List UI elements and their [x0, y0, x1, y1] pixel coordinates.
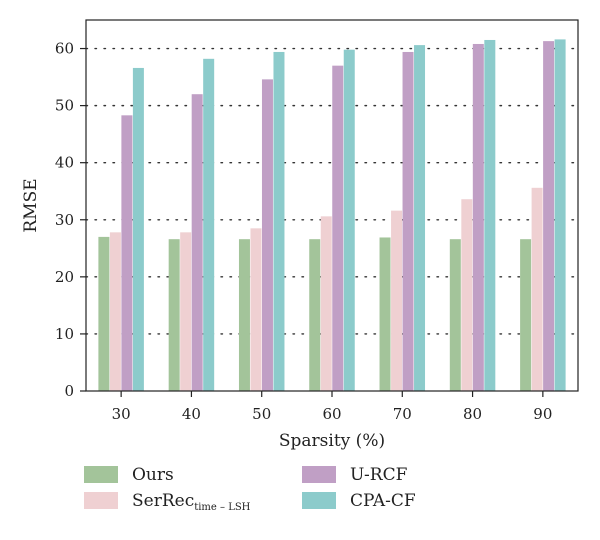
- legend-swatch: [84, 466, 118, 483]
- bar: [132, 67, 144, 392]
- bar: [449, 239, 461, 391]
- bar: [180, 232, 192, 391]
- x-axis-title: Sparsity (%): [279, 431, 385, 451]
- bar: [309, 239, 321, 391]
- y-tick-label: 40: [55, 154, 74, 172]
- x-tick-label: 50: [252, 405, 271, 423]
- bar: [238, 239, 250, 391]
- bar: [320, 216, 332, 391]
- bar: [109, 232, 121, 391]
- bar: [343, 49, 355, 392]
- legend-label: CPA-CF: [350, 491, 416, 511]
- bar: [273, 51, 285, 392]
- x-tick-label: 60: [322, 405, 341, 423]
- bar: [543, 41, 555, 391]
- bar: [261, 79, 273, 392]
- y-tick-label: 20: [55, 268, 74, 286]
- bar: [414, 45, 426, 392]
- bar: [472, 43, 484, 391]
- x-tick-label: 80: [463, 405, 482, 423]
- y-tick-label: 30: [55, 211, 74, 229]
- legend-swatch: [302, 466, 336, 483]
- legend-label: Ours: [132, 465, 174, 485]
- bar: [391, 210, 403, 391]
- y-axis-title: RMSE: [21, 178, 41, 232]
- bar: [250, 228, 262, 391]
- y-tick-label: 60: [55, 40, 74, 58]
- bar: [554, 39, 566, 391]
- y-tick-label: 50: [55, 97, 74, 115]
- bar: [484, 39, 496, 391]
- legend-label: SerRectime – LSH: [132, 491, 251, 513]
- x-tick-label: 40: [182, 405, 201, 423]
- x-tick-label: 70: [393, 405, 412, 423]
- legend-label-subscript: time – LSH: [194, 502, 250, 513]
- bar: [203, 58, 215, 391]
- bar: [98, 236, 110, 391]
- x-tick-label: 30: [112, 405, 131, 423]
- bar: [531, 187, 543, 391]
- bar: [332, 65, 344, 392]
- bar: [402, 51, 414, 392]
- bar: [461, 199, 473, 391]
- legend-swatch: [84, 492, 118, 509]
- bar: [520, 239, 532, 391]
- x-tick-label: 90: [533, 405, 552, 423]
- bar: [121, 115, 133, 392]
- bar: [191, 94, 203, 391]
- legend-swatch: [302, 492, 336, 509]
- y-tick-label: 10: [55, 325, 74, 343]
- y-tick-label: 0: [64, 382, 74, 400]
- bar: [379, 237, 391, 391]
- bar: [168, 239, 180, 391]
- legend-label: U-RCF: [350, 465, 408, 485]
- plot-frame: [85, 19, 579, 392]
